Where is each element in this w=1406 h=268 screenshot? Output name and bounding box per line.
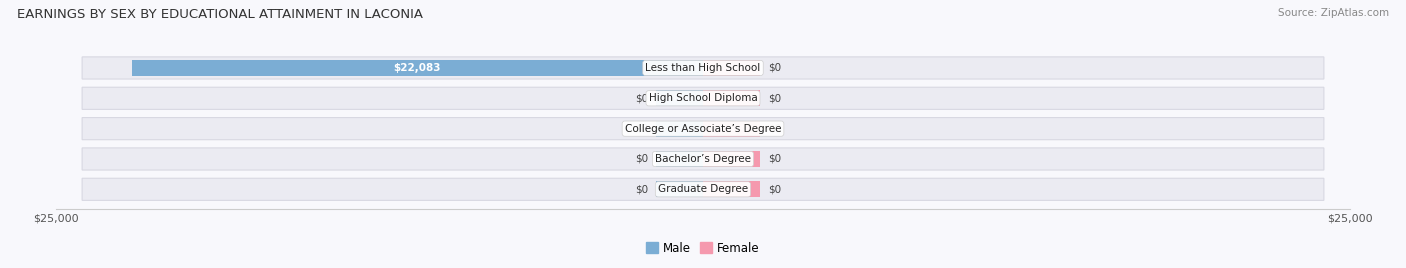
Text: Source: ZipAtlas.com: Source: ZipAtlas.com: [1278, 8, 1389, 18]
Bar: [657, 90, 703, 106]
FancyBboxPatch shape: [82, 87, 1324, 109]
Bar: [132, 60, 703, 76]
Bar: [703, 60, 759, 76]
Text: $0: $0: [768, 184, 780, 194]
Text: High School Diploma: High School Diploma: [648, 93, 758, 103]
FancyBboxPatch shape: [82, 57, 1324, 79]
Text: Graduate Degree: Graduate Degree: [658, 184, 748, 194]
Text: $0: $0: [636, 184, 648, 194]
Bar: [657, 181, 703, 197]
Text: $0: $0: [636, 93, 648, 103]
Legend: Male, Female: Male, Female: [641, 237, 765, 259]
Text: $0: $0: [768, 63, 780, 73]
Text: EARNINGS BY SEX BY EDUCATIONAL ATTAINMENT IN LACONIA: EARNINGS BY SEX BY EDUCATIONAL ATTAINMEN…: [17, 8, 423, 21]
Text: $22,083: $22,083: [394, 63, 441, 73]
Bar: [703, 181, 759, 197]
FancyBboxPatch shape: [82, 178, 1324, 200]
Text: $0: $0: [768, 154, 780, 164]
Bar: [703, 121, 759, 136]
Text: Less than High School: Less than High School: [645, 63, 761, 73]
Bar: [657, 121, 703, 136]
Text: Bachelor’s Degree: Bachelor’s Degree: [655, 154, 751, 164]
Text: College or Associate’s Degree: College or Associate’s Degree: [624, 124, 782, 134]
FancyBboxPatch shape: [82, 148, 1324, 170]
Text: $0: $0: [636, 124, 648, 134]
Text: $0: $0: [636, 154, 648, 164]
Bar: [703, 90, 759, 106]
FancyBboxPatch shape: [82, 118, 1324, 140]
Bar: [703, 151, 759, 167]
Text: $0: $0: [768, 93, 780, 103]
Bar: [657, 151, 703, 167]
Text: $0: $0: [768, 124, 780, 134]
